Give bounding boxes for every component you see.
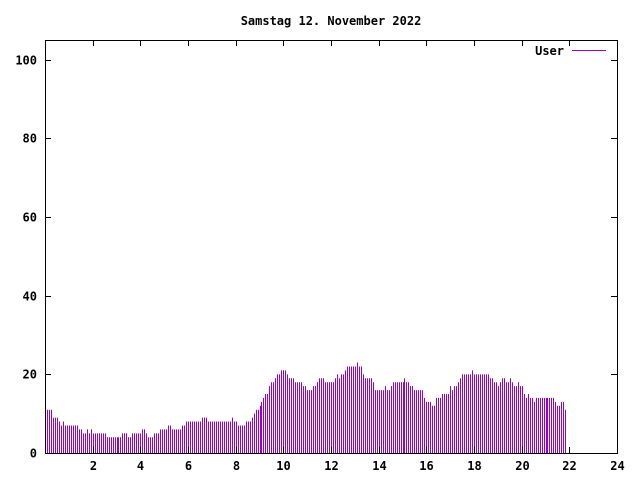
x-tick-label: 6 — [185, 459, 192, 473]
x-tick-label: 20 — [515, 459, 529, 473]
x-tick-label: 2 — [90, 459, 97, 473]
x-tick-label: 24 — [610, 459, 624, 473]
legend: User — [535, 44, 606, 58]
y-tick-label: 80 — [23, 132, 37, 146]
x-tick-label: 16 — [419, 459, 433, 473]
series-bars — [45, 362, 566, 453]
y-tick-label: 40 — [23, 290, 37, 304]
y-tick-label: 60 — [23, 211, 37, 225]
x-tick-label: 22 — [562, 459, 576, 473]
x-tick-label: 18 — [467, 459, 481, 473]
y-tick-label: 100 — [15, 54, 37, 68]
x-tick-label: 4 — [137, 459, 144, 473]
x-tick-label: 14 — [372, 459, 386, 473]
plot-frame — [45, 40, 618, 454]
y-tick-label: 0 — [30, 447, 37, 461]
chart-title: Samstag 12. November 2022 — [241, 14, 422, 28]
x-tick-label: 12 — [324, 459, 338, 473]
y-tick-label: 20 — [23, 368, 37, 382]
x-tick-label: 8 — [233, 459, 240, 473]
x-tick-label: 10 — [276, 459, 290, 473]
legend-label: User — [535, 44, 564, 58]
